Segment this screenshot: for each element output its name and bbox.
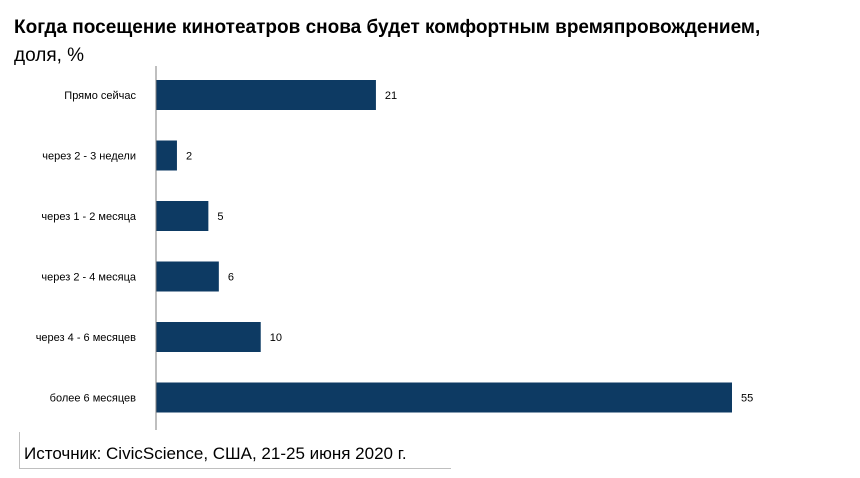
category-label: Прямо сейчас xyxy=(64,90,136,102)
category-label: более 6 месяцев xyxy=(50,393,136,405)
value-label: 6 xyxy=(228,272,234,284)
category-label: через 2 - 4 месяца xyxy=(41,272,136,284)
category-label: через 4 - 6 месяцев xyxy=(36,332,136,344)
chart-title: Когда посещение кинотеатров снова будет … xyxy=(14,17,761,38)
bar xyxy=(156,201,209,231)
category-label: через 1 - 2 месяца xyxy=(41,211,136,223)
bar xyxy=(156,382,732,413)
value-label: 55 xyxy=(741,393,753,405)
chart-subtitle: доля, % xyxy=(14,45,85,66)
bar xyxy=(156,322,261,352)
bar xyxy=(156,80,376,110)
source-note: Источник: CivicScience, США, 21-25 июня … xyxy=(24,444,407,463)
value-label: 10 xyxy=(270,332,282,344)
bar xyxy=(156,140,177,171)
value-label: 5 xyxy=(217,211,223,223)
value-label: 21 xyxy=(385,90,397,102)
bar xyxy=(156,261,219,292)
value-label: 2 xyxy=(186,151,192,163)
category-label: через 2 - 3 недели xyxy=(42,151,136,163)
source-frame xyxy=(19,432,451,469)
